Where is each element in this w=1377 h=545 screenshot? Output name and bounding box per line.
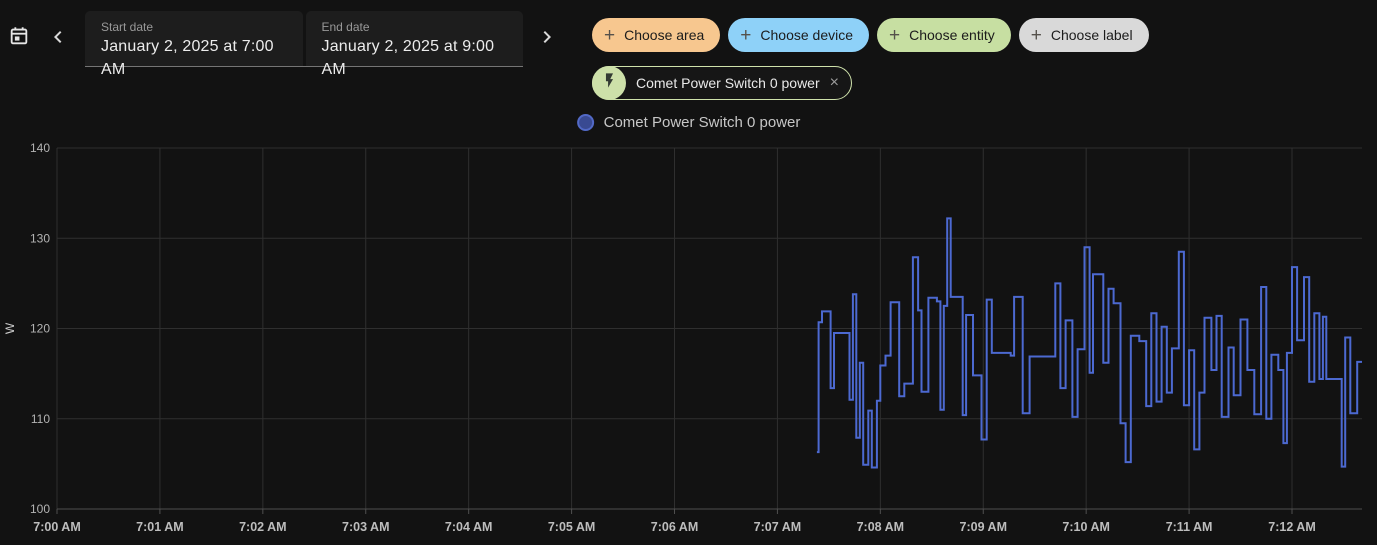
history-chart[interactable]: 7:00 AM 7:01 AM 7:02 AM 7:03 AM 7:04 AM 7:05 … [0, 140, 1377, 540]
calendar-icon [8, 25, 30, 50]
close-icon: × [829, 74, 839, 91]
chart-legend-item[interactable]: Comet Power Switch 0 power [576, 114, 801, 131]
selected-entity-label: Comet Power Switch 0 power [636, 75, 820, 91]
choose-area-label: Choose area [624, 27, 705, 43]
x-grid-and-labels: 7:00 AM 7:01 AM 7:02 AM 7:03 AM 7:04 AM 7:05 … [33, 148, 1316, 534]
previous-period-button[interactable] [44, 24, 72, 52]
svg-text:7:03 AM: 7:03 AM [342, 520, 389, 534]
end-date-field[interactable]: End date January 2, 2025 at 9:00 AM [305, 11, 523, 78]
choose-device-label: Choose device [760, 27, 854, 43]
series-line [816, 217, 1362, 469]
choose-device-chip[interactable]: + Choose device [728, 18, 870, 52]
remove-entity-button[interactable]: × [828, 73, 841, 93]
choose-entity-chip[interactable]: + Choose entity [877, 18, 1011, 52]
svg-text:7:01 AM: 7:01 AM [136, 520, 183, 534]
legend-label: Comet Power Switch 0 power [603, 114, 801, 131]
svg-text:140: 140 [30, 141, 50, 155]
svg-text:110: 110 [31, 412, 50, 426]
plus-icon: + [1030, 24, 1042, 46]
y-axis-unit-label: W [3, 322, 17, 334]
y-grid-and-labels: 100 110 120 130 140 [30, 141, 1362, 516]
choose-entity-label: Choose entity [909, 27, 995, 43]
end-date-value: January 2, 2025 at 9:00 AM [321, 38, 495, 78]
svg-text:7:09 AM: 7:09 AM [960, 520, 1007, 534]
svg-text:7:12 AM: 7:12 AM [1268, 520, 1315, 534]
choose-area-chip[interactable]: + Choose area [592, 18, 721, 52]
date-range-picker: Start date January 2, 2025 at 7:00 AM En… [85, 11, 523, 78]
svg-text:7:07 AM: 7:07 AM [754, 520, 801, 534]
svg-text:7:00 AM: 7:00 AM [33, 520, 80, 534]
filter-chips-row: + Choose area + Choose device + Choose e… [592, 18, 1149, 52]
svg-text:7:02 AM: 7:02 AM [239, 520, 286, 534]
next-period-button[interactable] [533, 24, 561, 52]
history-chart-area: 7:00 AM 7:01 AM 7:02 AM 7:03 AM 7:04 AM 7:05 … [0, 140, 1377, 540]
svg-text:100: 100 [30, 502, 50, 516]
svg-text:7:10 AM: 7:10 AM [1062, 520, 1109, 534]
calendar-picker-button[interactable] [4, 22, 34, 52]
chevron-right-icon [535, 25, 559, 52]
svg-text:7:04 AM: 7:04 AM [445, 520, 492, 534]
svg-text:7:06 AM: 7:06 AM [651, 520, 698, 534]
start-date-field[interactable]: Start date January 2, 2025 at 7:00 AM [85, 11, 303, 78]
svg-text:7:08 AM: 7:08 AM [857, 520, 904, 534]
choose-label-label: Choose label [1050, 27, 1133, 43]
svg-text:120: 120 [30, 322, 50, 336]
entity-avatar [592, 66, 626, 100]
plus-icon: + [740, 24, 752, 46]
chevron-left-icon [46, 25, 70, 52]
legend-color-swatch [576, 114, 594, 131]
svg-text:7:11 AM: 7:11 AM [1166, 520, 1213, 534]
end-date-label: End date [321, 20, 370, 34]
start-date-label: Start date [101, 20, 154, 34]
svg-text:7:05 AM: 7:05 AM [548, 520, 595, 534]
choose-label-chip[interactable]: + Choose label [1018, 18, 1149, 52]
svg-text:130: 130 [30, 231, 50, 245]
plus-icon: + [889, 24, 901, 46]
selected-entity-chip[interactable]: Comet Power Switch 0 power × [592, 66, 852, 100]
plus-icon: + [604, 24, 616, 46]
lightning-bolt-icon [601, 72, 618, 94]
start-date-value: January 2, 2025 at 7:00 AM [101, 38, 274, 78]
